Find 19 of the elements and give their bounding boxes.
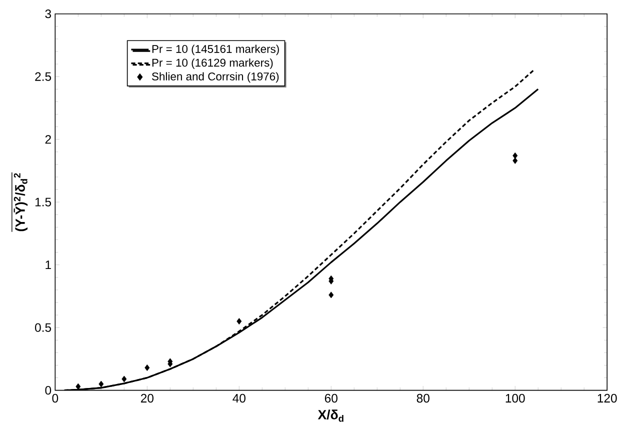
x-tick-label: 0	[52, 394, 58, 402]
y-tick-label: 2	[45, 134, 51, 144]
x-axis-title: X/δ$_{d}$	[318, 409, 344, 422]
y-tick-label: 2.5	[35, 72, 52, 81]
y-axis-title: (Y-Ȳ)$^{2}$/δ$_{d}$2	[14, 173, 28, 232]
x-tick-label: 120	[598, 394, 617, 402]
y-tick-label: 1.5	[35, 198, 52, 206]
y-tick-label: 3	[45, 9, 52, 18]
y-tick-label: 0	[45, 386, 52, 394]
x-tick-label: 20	[140, 394, 154, 402]
legend-label: Shlien and Corrsin (1976)	[152, 72, 279, 82]
y-tick-label: 1	[46, 260, 51, 269]
x-tick-label: 40	[232, 394, 246, 402]
legend-label: Pr = 10 (145161 markers)	[152, 44, 279, 56]
y-tick-label: 0.5	[35, 323, 52, 332]
legend-label: Pr = 10 (16129 markers)	[152, 58, 273, 69]
x-tick-label: 60	[324, 394, 338, 402]
x-tick-label: 100	[506, 394, 525, 402]
x-tick-label: 80	[416, 394, 430, 402]
